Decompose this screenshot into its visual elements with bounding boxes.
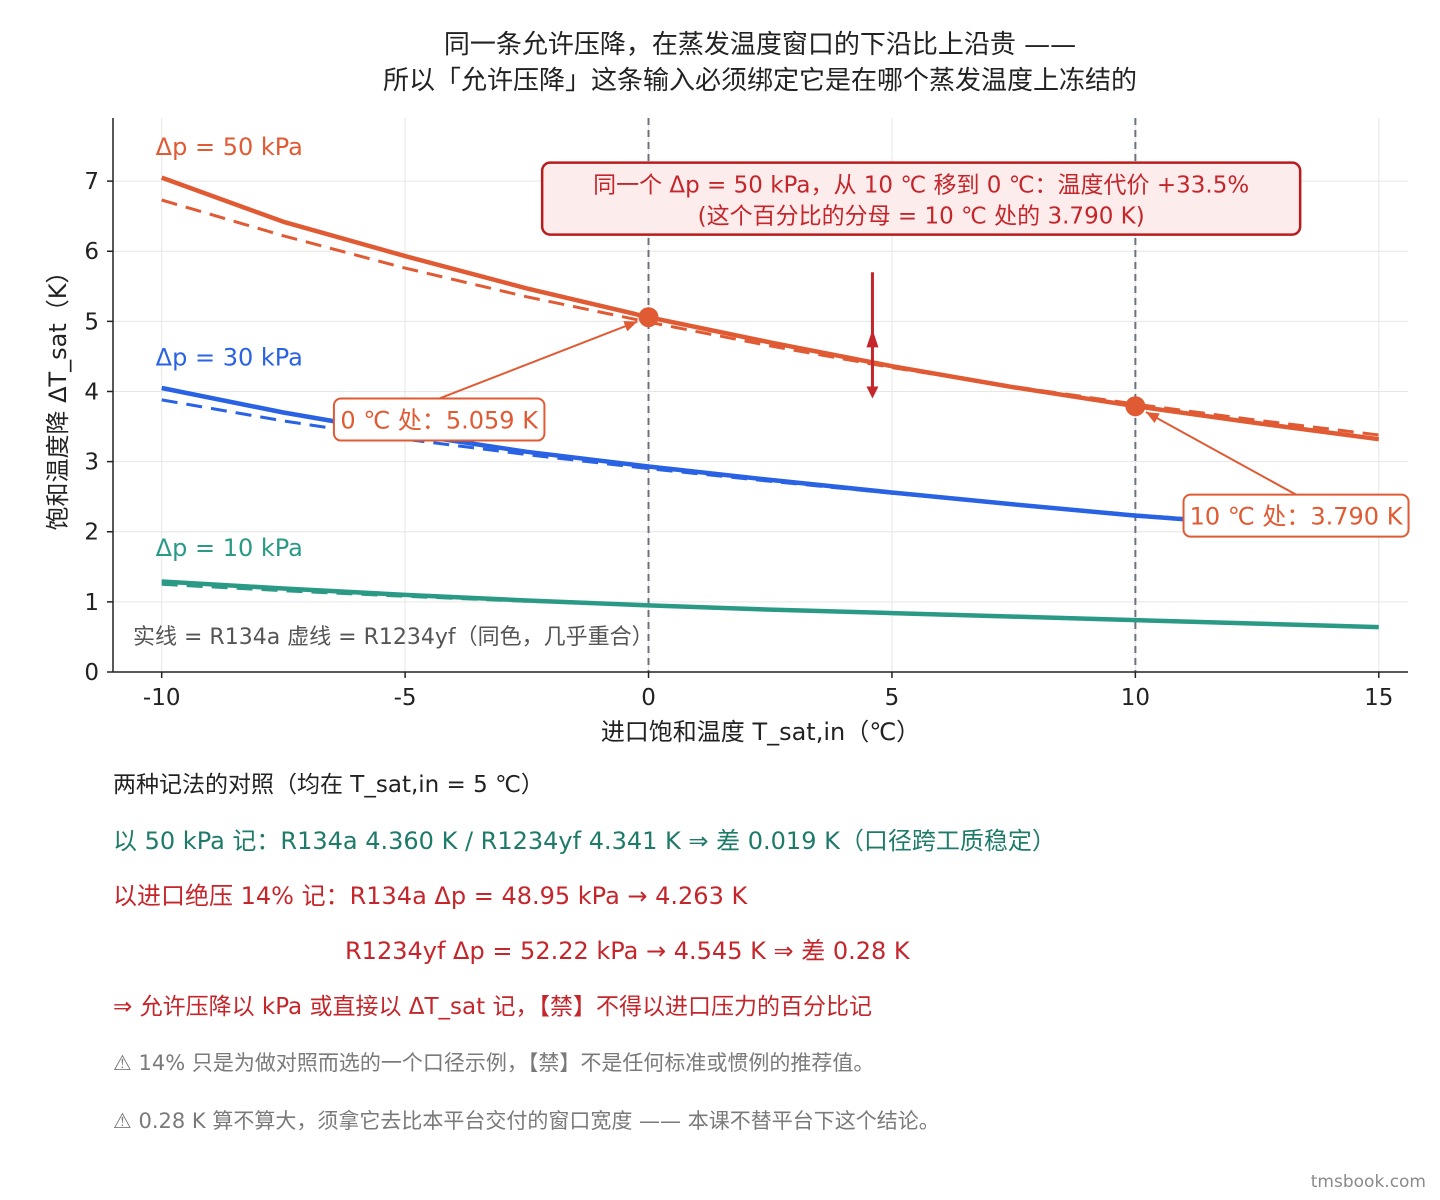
marker-label-box <box>332 397 546 442</box>
y-tick-label: 5 <box>84 309 99 335</box>
x-tick-label: -10 <box>143 685 181 711</box>
chart-title-line: 同一条允许压降，在蒸发温度窗口的下沿比上沿贵 —— <box>444 30 1076 60</box>
y-tick-label: 7 <box>84 169 99 195</box>
marker-label: 0 ℃ 处：5.059 K <box>340 407 539 435</box>
watermark: tmsbook.com <box>1310 1172 1426 1192</box>
series-line <box>161 582 1379 629</box>
warning-note-1: ⚠ 14% 只是为做对照而选的一个口径示例，【禁】不是任何标准或惯例的推荐值。 <box>113 1051 875 1075</box>
y-tick-label: 1 <box>84 590 99 616</box>
marker-arrow-head <box>1145 412 1160 423</box>
series-label: Δp = 10 kPa <box>156 534 303 562</box>
warning-note-2: ⚠ 0.28 K 算不算大，须拿它去比本平台交付的窗口宽度 —— 本课不替平台下… <box>113 1109 940 1133</box>
chart-title: 同一条允许压降，在蒸发温度窗口的下沿比上沿贵 —— 所以「允许压降」这条输入必须绑… <box>383 30 1137 96</box>
arrow-head-down <box>866 386 879 399</box>
marker-label: 10 ℃ 处：3.790 K <box>1190 503 1404 531</box>
y-tick-label: 6 <box>84 239 99 265</box>
x-axis-label: 进口饱和温度 T_sat,in（℃） <box>601 718 920 746</box>
marker-arrow <box>1145 411 1297 496</box>
y-tick-label: 0 <box>84 660 99 686</box>
arrow-head-up <box>866 329 879 348</box>
series-label: Δp = 50 kPa <box>156 133 303 161</box>
chart: 同一条允许压降，在蒸发温度窗口的下沿比上沿贵 —— 所以「允许压降」这条输入必须绑… <box>44 30 1410 746</box>
series-line <box>161 198 1379 437</box>
y-tick-label: 3 <box>84 450 99 476</box>
marker-point <box>1125 396 1146 417</box>
callout-text: (这个百分比的分母 = 10 ℃ 处的 3.790 K) <box>698 204 1145 230</box>
x-tick-label: 10 <box>1121 685 1150 711</box>
axes: -10 -5 0 5 10 15 0 1 2 3 4 5 6 7 进口饱和温度 T_sat,in（℃） 饱和温… <box>44 118 1408 746</box>
callout-text: 同一个 Δp = 50 kPa，从 10 ℃ 移到 0 ℃：温度代价 +33.5… <box>593 173 1249 199</box>
series-label: Δp = 30 kPa <box>156 343 303 371</box>
marker-arrow <box>438 320 638 400</box>
note-line-percent-r1234yf: R1234yf Δp = 52.22 kPa → 4.545 K ⇒ 差 0.2… <box>345 937 910 965</box>
series-line <box>160 175 1380 442</box>
reference-lines <box>647 118 1137 672</box>
notes-heading: 两种记法的对照（均在 T_sat,in = 5 ℃） <box>113 772 544 798</box>
callout-box <box>540 161 1302 236</box>
note-line-percent-r134a: 以进口绝压 14% 记：R134a Δp = 48.95 kPa → 4.263… <box>113 882 748 910</box>
note-line-conclusion: ⇒ 允许压降以 kPa 或直接以 ΔT_sat 记，【禁】不得以进口压力的百分比… <box>113 994 872 1020</box>
legend-note: 实线 = R134a 虚线 = R1234yf（同色，几乎重合） <box>133 625 654 650</box>
x-tick-label: 5 <box>885 685 900 711</box>
y-axis-label: 饱和温度降 ΔT_sat（K） <box>44 259 72 530</box>
y-tick-label: 4 <box>84 379 99 405</box>
y-tick-label: 2 <box>84 520 99 546</box>
note-line-kpa: 以 50 kPa 记：R134a 4.360 K / R1234yf 4.341… <box>113 827 1056 855</box>
annotations: Δp = 50 kPa Δp = 30 kPa Δp = 10 kPa 实线 = R1… <box>133 133 1410 650</box>
marker-point <box>638 307 659 328</box>
marker-label-box <box>1182 493 1410 538</box>
x-tick-label: 0 <box>641 685 656 711</box>
marker-arrow-head <box>623 321 638 332</box>
x-tick-label: -5 <box>394 685 417 711</box>
chart-title-line: 所以「允许压降」这条输入必须绑定它是在哪个蒸发温度上冻结的 <box>383 66 1137 96</box>
x-tick-label: 15 <box>1364 685 1393 711</box>
series-line <box>161 579 1379 630</box>
